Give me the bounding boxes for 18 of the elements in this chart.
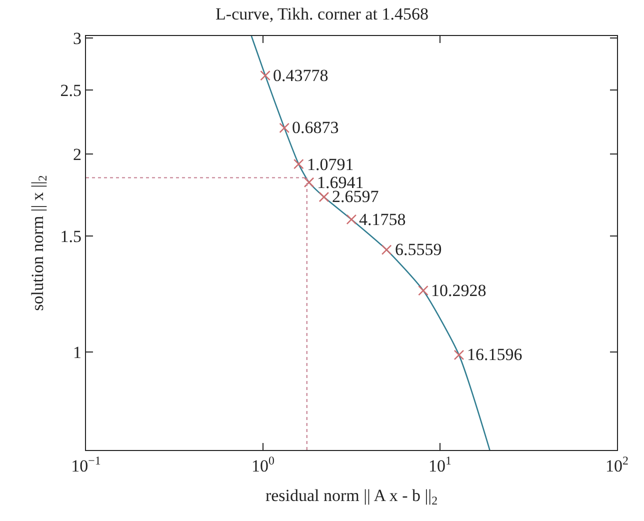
annotation: 10.2928 [431,281,486,300]
chart-title: L-curve, Tikh. corner at 1.4568 [216,4,428,24]
x-axis-title: residual norm || A x - b ||$_{2}$ [265,486,438,508]
y-tick-label: 1 [72,343,82,362]
annotation: 1.0791 [307,155,354,174]
annotation: 0.6873 [292,118,339,137]
y-tick-label: 2.5 [60,80,82,100]
annotation: 0.43778 [273,66,328,85]
x-tick-label: 10$^{2}$ [606,453,629,476]
annotation: 6.5559 [395,240,442,259]
y-tick-label: 2 [72,144,82,164]
x-tick-label: 10$^{−1}$ [71,453,101,476]
y-tick-label: 3 [72,28,82,48]
x-tick-label: 10$^{1}$ [428,453,452,476]
annotation: 16.1596 [467,345,522,364]
y-tick-label: 1.5 [60,227,82,246]
annotation: 4.1758 [359,210,406,229]
x-tick-label: 10$^{0}$ [252,453,275,476]
